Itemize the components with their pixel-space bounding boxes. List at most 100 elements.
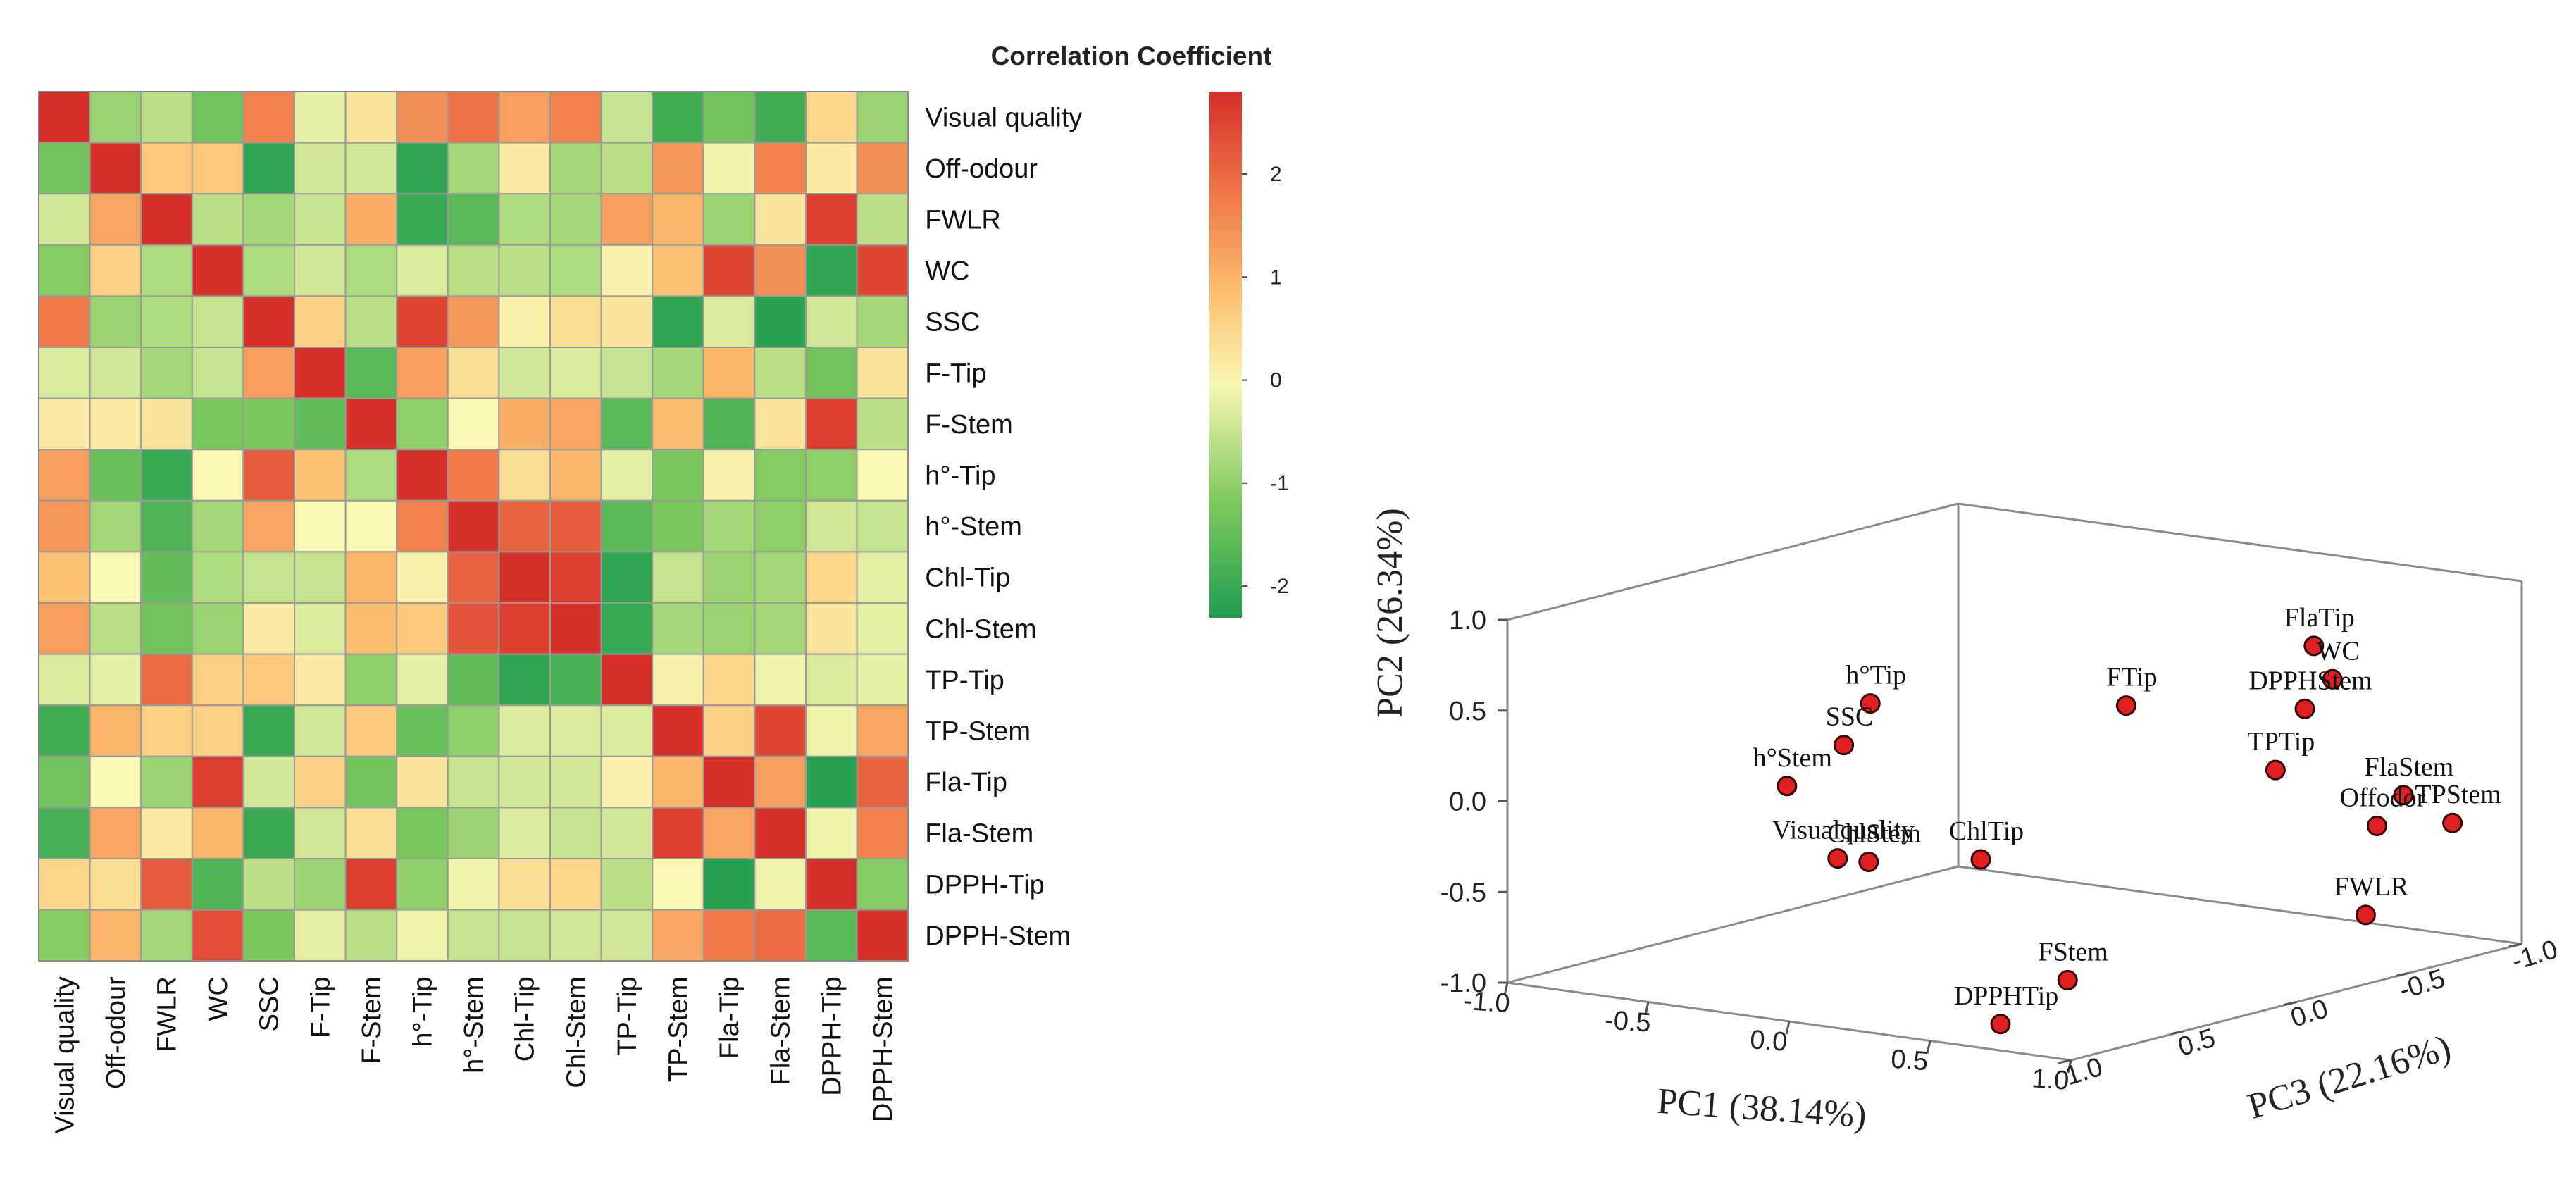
heatmap-cell [754, 909, 807, 962]
heatmap-column-label: DPPH-Stem [869, 976, 898, 1122]
heatmap-cell [396, 807, 449, 860]
heatmap-row-label: F-Stem [925, 410, 1013, 440]
heatmap-row-label: Chl-Tip [925, 564, 1010, 593]
heatmap-cell [344, 602, 398, 655]
pca-point: Visualquality [1772, 816, 1915, 869]
heatmap-cell [498, 704, 552, 757]
heatmap-cell [856, 244, 909, 297]
heatmap-cell [396, 91, 449, 144]
heatmap-cell [191, 347, 244, 399]
heatmap-cell [549, 653, 602, 707]
pca-point-marker [2322, 668, 2343, 690]
colorbar-segment [1209, 254, 1242, 259]
colorbar-tick-label: 2 [1270, 163, 1282, 186]
heatmap-cell [856, 755, 909, 809]
pca-point-marker [2366, 816, 2387, 837]
heatmap-column-label: SSC [255, 976, 285, 1031]
heatmap-column-label: Off-odour [101, 976, 131, 1089]
colorbar-segment [1209, 231, 1242, 237]
heatmap-column-label: h°-Stem [459, 976, 489, 1074]
heatmap-cell [498, 449, 552, 502]
heatmap-cell [242, 397, 295, 451]
heatmap-cell [702, 397, 756, 451]
heatmap-cell [344, 807, 398, 860]
heatmap-cell [396, 551, 449, 604]
heatmap-cell [549, 397, 602, 451]
colorbar-segment [1209, 187, 1242, 193]
colorbar-segment [1209, 223, 1242, 228]
pca-point-label: TPStem [2415, 780, 2501, 809]
heatmap-cell [856, 653, 909, 707]
heatmap-cell [89, 551, 142, 604]
heatmap-cell [89, 858, 142, 911]
heatmap-cell [652, 602, 704, 655]
heatmap-cell [140, 295, 193, 348]
heatmap-cell [754, 295, 807, 348]
heatmap-cell [191, 397, 244, 451]
heatmap-cell [89, 653, 142, 707]
colorbar-segment [1209, 371, 1242, 378]
heatmap-cell [191, 142, 244, 195]
heatmap-cell [344, 653, 398, 707]
pca-point: h°Tip [1846, 661, 1906, 714]
heatmap-cell [344, 91, 398, 144]
pca-point-marker [2303, 635, 2325, 657]
colorbar-segment [1209, 244, 1242, 250]
pc3-tick-label: -1.0 [2508, 935, 2561, 976]
colorbar-segment [1209, 568, 1242, 574]
heatmap-cell [498, 602, 552, 655]
heatmap-cell [652, 704, 704, 757]
heatmap-cell [396, 909, 449, 962]
heatmap-row-label: TP-Stem [925, 717, 1031, 747]
pca-point-marker [1990, 1014, 2011, 1035]
heatmap-cell [652, 449, 704, 502]
pca-point: DPPHTip [1954, 981, 2058, 1035]
pca-point-label: FTip [2106, 663, 2158, 692]
pca-point: FlaTip [2284, 603, 2355, 657]
heatmap-cell [600, 755, 654, 809]
heatmap-cell [702, 142, 756, 195]
heatmap-cell [702, 653, 756, 707]
colorbar-segment [1209, 341, 1242, 347]
heatmap-cell [89, 909, 142, 962]
heatmap-cell [600, 397, 654, 451]
heatmap-cell [652, 397, 704, 451]
colorbar-segment [1209, 275, 1242, 281]
colorbar-segment [1209, 332, 1242, 338]
heatmap-cell [344, 244, 398, 297]
colorbar-segment [1209, 126, 1242, 132]
pc1-axis-label: PC1 (38.14%) [1656, 1081, 1868, 1136]
heatmap-cell [805, 858, 858, 911]
colorbar-segment [1209, 416, 1242, 421]
heatmap-cell [191, 551, 244, 604]
colorbar-segment [1209, 380, 1242, 386]
heatmap-cell [396, 142, 449, 195]
heatmap-cell [344, 397, 398, 451]
heatmap-cell [140, 499, 193, 553]
colorbar-segment [1209, 292, 1242, 299]
heatmap-cell [242, 858, 295, 911]
colorbar-segment [1209, 96, 1242, 101]
heatmap-cell [294, 499, 347, 553]
heatmap-cell [498, 858, 552, 911]
heatmap-column-label: h°-Tip [409, 976, 438, 1047]
heatmap-cell [856, 858, 909, 911]
pca-point-marker [2057, 969, 2078, 990]
heatmap-cell [702, 602, 756, 655]
colorbar-segment [1209, 560, 1242, 566]
heatmap-cell [498, 193, 552, 246]
heatmap-cell [447, 807, 500, 860]
heatmap-cell [498, 142, 552, 195]
pca-point-marker [1970, 849, 1991, 870]
colorbar-segment [1209, 284, 1242, 290]
heatmap-border [38, 91, 909, 962]
heatmap-cell [38, 91, 91, 144]
heatmap-cell [447, 347, 500, 399]
heatmap-cell [498, 295, 552, 348]
heatmap-cell [89, 91, 142, 144]
colorbar-segment [1209, 354, 1242, 360]
colorbar-segment [1209, 494, 1242, 500]
heatmap-row-label: F-Tip [925, 359, 986, 388]
heatmap-cell [89, 397, 142, 451]
pc1-tick-label: -0.5 [1604, 1005, 1652, 1038]
